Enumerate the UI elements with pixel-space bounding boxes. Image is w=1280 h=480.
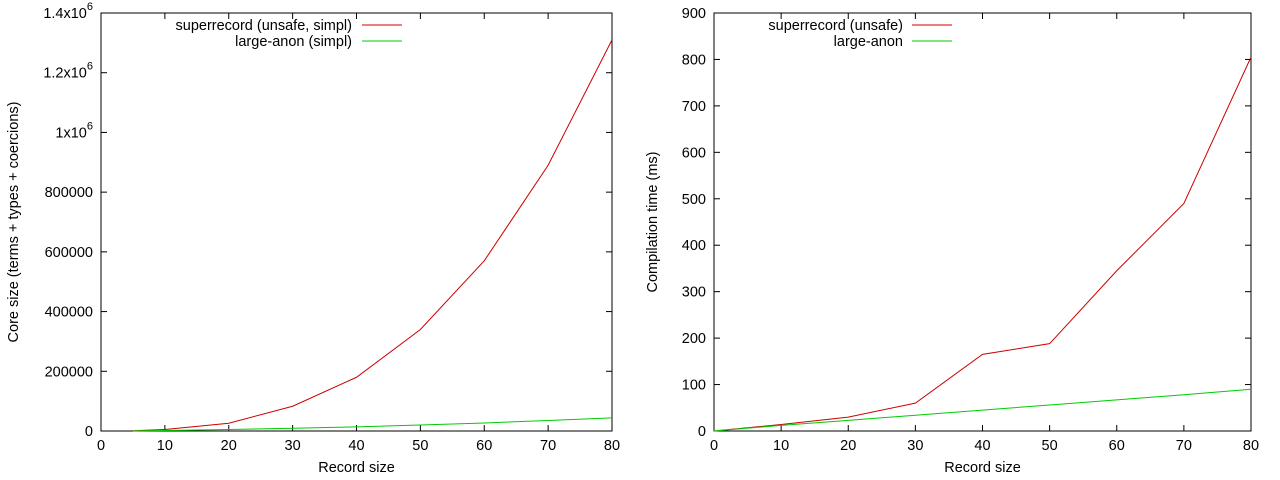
- x-axis-label: Record size: [318, 460, 395, 476]
- y-tick-label: 200: [682, 331, 706, 347]
- y-tick-label-base: 1.4x10: [43, 6, 87, 22]
- y-tick-label-base: 800: [682, 52, 706, 68]
- y-tick-label: 1.2x106: [43, 61, 93, 82]
- x-tick-label: 40: [348, 438, 364, 454]
- x-tick-label: 10: [773, 438, 789, 454]
- y-tick-label-exponent: 6: [87, 1, 93, 13]
- legend-entry-label: large-anon: [834, 34, 903, 50]
- x-tick-label: 20: [840, 438, 856, 454]
- y-tick-label: 800000: [45, 185, 93, 201]
- legend-entry-label: large-anon (simpl): [235, 34, 352, 50]
- y-tick-label-exponent: 6: [87, 61, 93, 73]
- y-tick-label-base: 200: [682, 331, 706, 347]
- x-tick-label: 50: [412, 438, 428, 454]
- x-tick-label: 80: [604, 438, 620, 454]
- y-tick-label: 600000: [45, 245, 93, 261]
- y-tick-label-base: 600: [682, 145, 706, 161]
- y-tick-label-base: 1.2x10: [43, 66, 87, 82]
- series-line-green: [713, 388, 1252, 432]
- y-tick-label: 200000: [45, 364, 93, 380]
- x-tick-label: 10: [157, 438, 173, 454]
- x-tick-label: 70: [1176, 438, 1192, 454]
- y-tick-label: 300: [682, 285, 706, 301]
- y-tick-label-base: 400: [682, 238, 706, 254]
- plot-frame: [713, 12, 1252, 432]
- x-tick-label: 60: [1109, 438, 1125, 454]
- x-tick-label: 80: [1243, 438, 1259, 454]
- series-line-red: [713, 56, 1252, 432]
- x-tick-label: 30: [907, 438, 923, 454]
- y-tick-label-base: 700: [682, 99, 706, 115]
- y-tick-label: 800: [682, 52, 706, 68]
- core-size-chart: 0 10 20 30 40 50 60 70 80 0 200000 400000 600000 8000…: [6, 1, 620, 476]
- x-tick-label: 50: [1042, 438, 1058, 454]
- y-tick-label-exponent: 6: [87, 120, 93, 132]
- x-tick-label: 20: [221, 438, 237, 454]
- x-tick-label: 70: [540, 438, 556, 454]
- x-axis-label: Record size: [944, 460, 1021, 476]
- x-tick-label: 0: [710, 438, 718, 454]
- y-tick-label-base: 400000: [45, 305, 93, 321]
- y-axis-label: Compilation time (ms): [645, 152, 661, 293]
- series-line-green: [132, 417, 613, 432]
- y-tick-label: 400: [682, 238, 706, 254]
- compilation-time-chart: 0 10 20 30 40 50 60 70 8001002003004005006007008…: [645, 6, 1259, 476]
- y-tick-label: 400000: [45, 305, 93, 321]
- y-tick-label-base: 0: [85, 424, 93, 440]
- y-tick-label-base: 200000: [45, 364, 93, 380]
- y-tick-label: 1.4x106: [43, 1, 93, 22]
- series-line-red: [132, 39, 613, 432]
- x-tick-label: 0: [97, 438, 105, 454]
- x-tick-label: 30: [285, 438, 301, 454]
- y-tick-label: 500: [682, 192, 706, 208]
- y-tick-label-base: 300: [682, 285, 706, 301]
- y-tick-label-base: 0: [698, 424, 706, 440]
- y-tick-label: 0: [698, 424, 706, 440]
- y-tick-label-base: 1x10: [55, 125, 86, 141]
- y-tick-label: 700: [682, 99, 706, 115]
- y-tick-label-base: 500: [682, 192, 706, 208]
- y-tick-label: 900: [682, 6, 706, 22]
- y-tick-label: 100: [682, 378, 706, 394]
- y-tick-label: 600: [682, 145, 706, 161]
- y-tick-label-base: 600000: [45, 245, 93, 261]
- y-tick-label: 1x106: [55, 120, 93, 141]
- x-tick-label: 60: [476, 438, 492, 454]
- legend-entry-label: superrecord (unsafe, simpl): [176, 18, 353, 34]
- legend-entry-label: superrecord (unsafe): [768, 18, 903, 34]
- y-tick-label-base: 800000: [45, 185, 93, 201]
- y-axis-label: Core size (terms + types + coercions): [6, 102, 22, 343]
- y-tick-label-base: 100: [682, 378, 706, 394]
- y-tick-label-base: 900: [682, 6, 706, 22]
- x-tick-label: 40: [974, 438, 990, 454]
- plot-frame: [100, 12, 613, 432]
- y-tick-label: 0: [85, 424, 93, 440]
